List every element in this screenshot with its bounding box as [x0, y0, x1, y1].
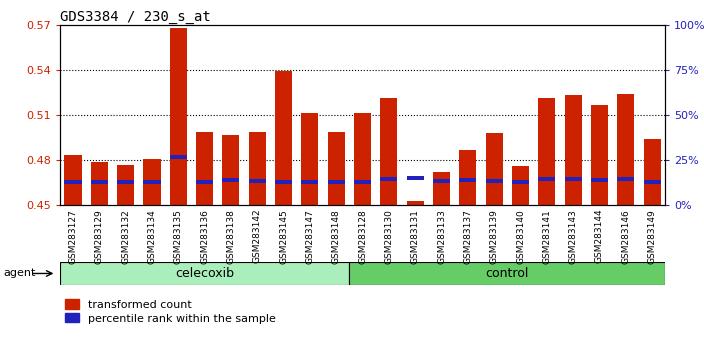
Bar	[196, 181, 213, 184]
Bar	[380, 177, 398, 181]
Text: GSM283149: GSM283149	[648, 209, 657, 264]
Bar	[512, 166, 529, 205]
Text: GSM283127: GSM283127	[68, 209, 77, 264]
Bar	[144, 181, 161, 184]
Bar	[349, 262, 665, 285]
Text: GSM283134: GSM283134	[147, 209, 156, 264]
Bar	[222, 178, 239, 182]
Bar	[327, 132, 345, 205]
Text: GSM283135: GSM283135	[174, 209, 183, 264]
Text: GSM283133: GSM283133	[437, 209, 446, 264]
Text: agent: agent	[4, 268, 36, 279]
Bar	[275, 180, 292, 183]
Text: GSM283138: GSM283138	[227, 209, 235, 264]
Bar	[565, 96, 582, 205]
Bar	[65, 155, 82, 205]
Bar	[301, 113, 318, 205]
Text: control: control	[486, 267, 529, 280]
Text: GSM283143: GSM283143	[569, 209, 578, 264]
Bar	[222, 135, 239, 205]
Bar	[459, 150, 477, 205]
Bar	[65, 181, 82, 184]
Text: GSM283140: GSM283140	[516, 209, 525, 264]
Bar	[539, 98, 555, 205]
Bar	[354, 113, 371, 205]
Bar	[486, 179, 503, 183]
Text: GSM283131: GSM283131	[410, 209, 420, 264]
Text: GSM283142: GSM283142	[253, 209, 262, 263]
Text: GSM283146: GSM283146	[622, 209, 630, 264]
Bar	[354, 180, 371, 183]
Bar	[643, 139, 660, 205]
Bar	[565, 177, 582, 181]
Legend: transformed count, percentile rank within the sample: transformed count, percentile rank withi…	[65, 299, 275, 324]
Bar	[407, 176, 424, 180]
Bar	[459, 178, 477, 182]
Text: GSM283130: GSM283130	[384, 209, 394, 264]
Bar	[196, 132, 213, 205]
Bar	[117, 181, 134, 184]
Bar	[249, 132, 266, 205]
Text: celecoxib: celecoxib	[175, 267, 234, 280]
Bar	[144, 159, 161, 205]
Bar	[433, 179, 450, 183]
Bar	[91, 181, 108, 184]
Bar	[327, 181, 345, 184]
Text: GSM283128: GSM283128	[358, 209, 367, 264]
Bar	[301, 181, 318, 184]
Bar	[643, 181, 660, 184]
Text: GSM283144: GSM283144	[595, 209, 604, 263]
Bar	[170, 155, 187, 159]
Text: GSM283139: GSM283139	[490, 209, 498, 264]
Text: GSM283141: GSM283141	[542, 209, 551, 264]
Bar	[512, 181, 529, 184]
Bar	[117, 165, 134, 205]
Bar	[486, 133, 503, 205]
Text: GSM283148: GSM283148	[332, 209, 341, 264]
Bar	[407, 201, 424, 205]
Bar	[380, 98, 398, 205]
Bar	[617, 94, 634, 205]
Bar	[275, 72, 292, 205]
Bar	[433, 172, 450, 205]
Text: GSM283136: GSM283136	[200, 209, 209, 264]
Bar	[539, 177, 555, 181]
Bar	[591, 178, 608, 182]
Bar	[170, 28, 187, 205]
Bar	[249, 179, 266, 183]
Bar	[91, 162, 108, 205]
Text: GDS3384 / 230_s_at: GDS3384 / 230_s_at	[60, 10, 210, 24]
Text: GSM283129: GSM283129	[95, 209, 103, 264]
Bar	[60, 262, 349, 285]
Text: GSM283137: GSM283137	[463, 209, 472, 264]
Text: GSM283145: GSM283145	[279, 209, 288, 264]
Bar	[617, 177, 634, 181]
Text: GSM283132: GSM283132	[121, 209, 130, 264]
Bar	[591, 104, 608, 205]
Text: GSM283147: GSM283147	[306, 209, 315, 264]
